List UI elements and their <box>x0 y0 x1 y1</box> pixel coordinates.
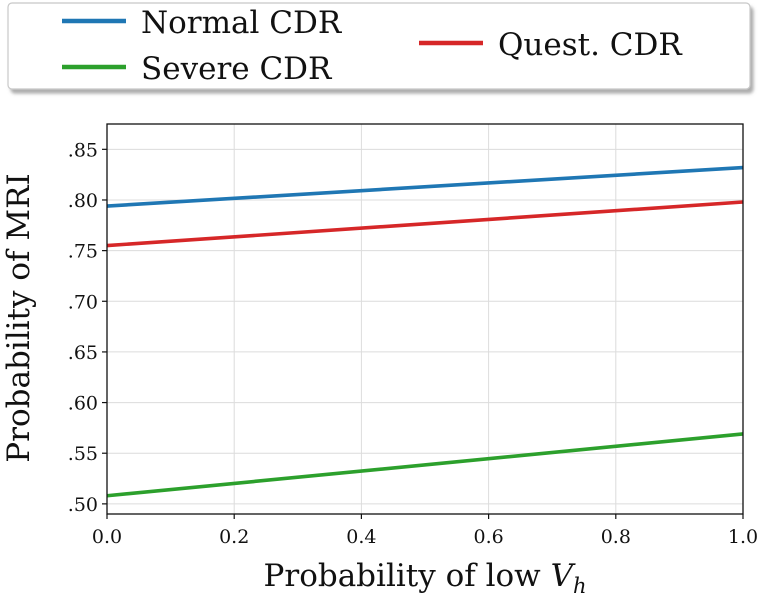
plot-area: 0.0 0.2 0.4 0.6 0.8 1.0 .50 .55 .60 .65 .70 .75 .80… <box>68 123 758 548</box>
series-line-normal-cdr <box>106 165 744 208</box>
x-tick-label: 0.6 <box>473 526 503 548</box>
x-axis-label: Probability of low Vh <box>264 558 587 593</box>
x-tick-label: 1.0 <box>728 526 758 548</box>
y-tick-label: .55 <box>68 443 98 465</box>
y-tick-label: .60 <box>68 393 98 415</box>
y-tick-label: .80 <box>68 190 98 212</box>
y-axis-label: Probability of MRI <box>1 173 37 462</box>
y-tick-label: .75 <box>68 241 98 263</box>
plot-frame <box>106 123 744 515</box>
grid <box>106 124 744 514</box>
y-tick-label: .85 <box>68 139 98 161</box>
y-tick-label: .50 <box>68 494 98 516</box>
series-line-quest-cdr <box>106 200 744 248</box>
x-tick-label: 0.0 <box>92 526 122 548</box>
x-tick-label: 0.4 <box>346 526 376 548</box>
x-axis-ticks: 0.0 0.2 0.4 0.6 0.8 1.0 <box>92 514 758 548</box>
y-tick-label: .70 <box>68 291 98 313</box>
series-lines <box>106 165 744 498</box>
series-line-severe-cdr <box>106 432 744 498</box>
x-tick-label: 0.8 <box>601 526 631 548</box>
legend-label-severe: Severe CDR <box>141 51 333 87</box>
legend-label-normal: Normal CDR <box>141 5 343 41</box>
y-tick-label: .65 <box>68 342 98 364</box>
legend-label-quest: Quest. CDR <box>498 27 683 63</box>
y-axis-ticks: .50 .55 .60 .65 .70 .75 .80 .85 <box>68 139 107 516</box>
x-tick-label: 0.2 <box>219 526 249 548</box>
legend: Normal CDR Severe CDR Quest. CDR <box>7 2 751 90</box>
legend-frame <box>7 2 751 90</box>
